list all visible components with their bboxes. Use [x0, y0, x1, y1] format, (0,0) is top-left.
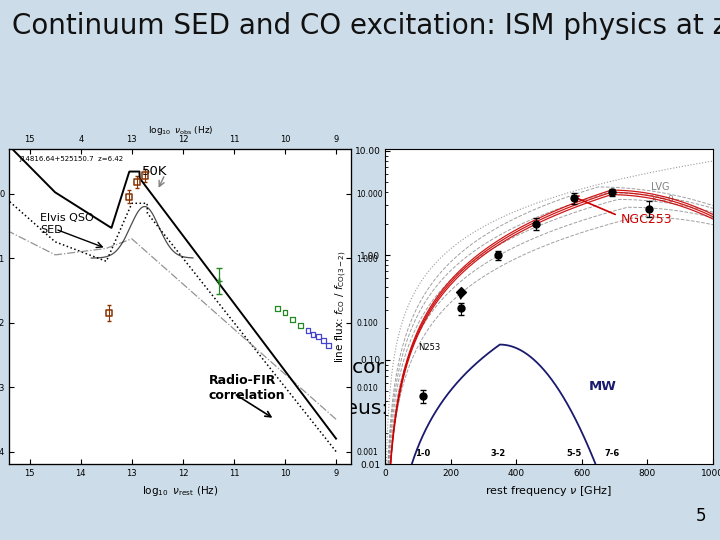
- X-axis label: $\log_{10}\ \nu_{\rm obs}\ ({\rm Hz})$: $\log_{10}\ \nu_{\rm obs}\ ({\rm Hz})$: [148, 124, 213, 137]
- Text: 50K: 50K: [142, 165, 168, 178]
- Point: [103, 308, 114, 317]
- Text: N253: N253: [418, 343, 440, 353]
- Point: [271, 304, 283, 313]
- Point: [294, 321, 306, 330]
- Text: 7-6: 7-6: [604, 449, 619, 458]
- Text: $\kappa = 0$: $\kappa = 0$: [651, 193, 674, 205]
- Text: LVG: LVG: [651, 182, 669, 192]
- Text: NGC253: NGC253: [621, 213, 672, 226]
- Point: [323, 341, 334, 349]
- Y-axis label: line flux: $f_{\rm CO}\ /\ f_{\rm CO(3-2)}$: line flux: $f_{\rm CO}\ /\ f_{\rm CO(3-2…: [333, 250, 349, 363]
- Point: [287, 315, 298, 323]
- Point: [312, 333, 324, 341]
- Text: 3-2: 3-2: [491, 449, 506, 458]
- Point: [318, 336, 329, 345]
- Point: [455, 287, 467, 296]
- Text: Elvis QSO
SED: Elvis QSO SED: [40, 213, 94, 234]
- Point: [302, 326, 314, 335]
- Point: [131, 178, 143, 186]
- Text: 5: 5: [696, 507, 706, 525]
- Text: Continuum SED and CO excitation: ISM physics at z=6.42: Continuum SED and CO excitation: ISM phy…: [12, 12, 720, 40]
- Text: 1-0: 1-0: [415, 449, 431, 458]
- X-axis label: rest frequency $\nu$ [GHz]: rest frequency $\nu$ [GHz]: [485, 484, 613, 498]
- Text: ■ FIR excess -- follows Radio-FIR correlation:  SFR  ∼ 3000 M₀/yr: ■ FIR excess -- follows Radio-FIR correl…: [15, 358, 665, 377]
- Point: [139, 171, 150, 180]
- Text: ■ CO excitation ∼ starburst nucleus: Tₖᵢₙ ∼ 100K, nₕ₂∼ 1e5 cm^-3: ■ CO excitation ∼ starburst nucleus: Tₖᵢ…: [15, 399, 686, 418]
- Point: [124, 193, 135, 201]
- Text: 5-5: 5-5: [567, 449, 582, 458]
- Text: J14816.64+525150.7  z=6.42: J14816.64+525150.7 z=6.42: [19, 156, 124, 162]
- Text: Radio-FIR
correlation: Radio-FIR correlation: [208, 374, 285, 402]
- X-axis label: $\log_{10}\ \nu_{\rm rest}\ ({\rm Hz})$: $\log_{10}\ \nu_{\rm rest}\ ({\rm Hz})$: [142, 484, 219, 498]
- Point: [279, 308, 291, 317]
- Y-axis label: observer flux density in mJy: observer flux density in mJy: [385, 253, 394, 360]
- Point: [307, 330, 319, 339]
- Text: MW: MW: [588, 381, 616, 394]
